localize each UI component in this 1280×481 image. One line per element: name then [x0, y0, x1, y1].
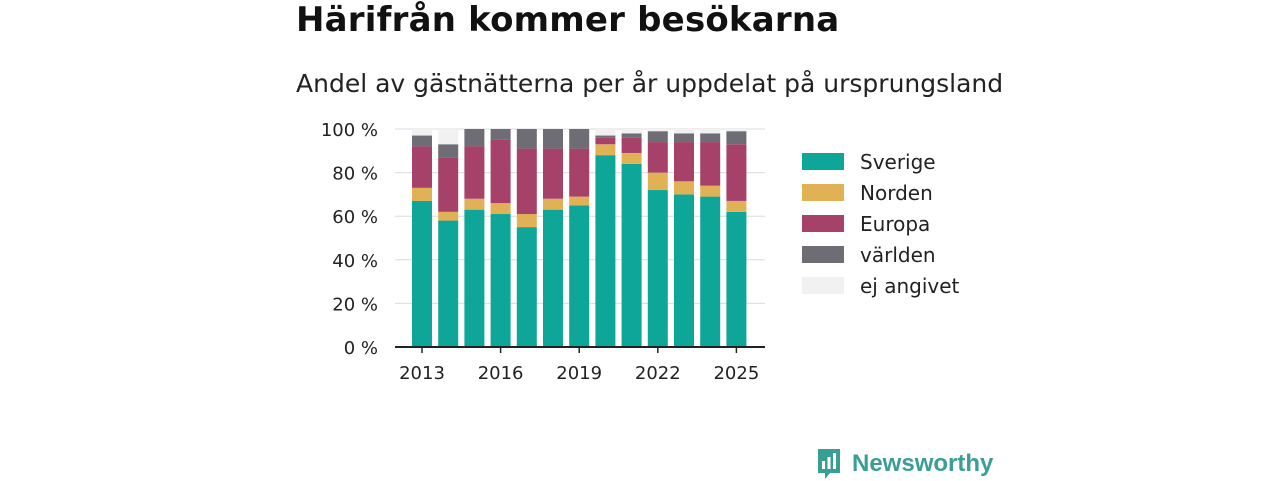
bar-segment-norden: [490, 203, 511, 215]
bar-segment-världen: [490, 129, 511, 140]
bar-segment-världen: [569, 129, 590, 149]
bar-segment-sverige: [595, 155, 616, 347]
x-tick-label: 2016: [478, 363, 524, 384]
bar-segment-ej-angivet: [674, 129, 694, 134]
y-tick-label: 20 %: [332, 294, 378, 315]
legend-item: Sverige: [802, 146, 959, 177]
legend-swatch: [802, 153, 844, 170]
bar-segment-ej-angivet: [726, 129, 747, 132]
legend-item: världen: [802, 239, 959, 270]
bar-segment-sverige: [621, 163, 642, 347]
bar-segment-ej-angivet: [412, 129, 432, 136]
bar-segment-ej-angivet: [621, 129, 642, 134]
bar-segment-europa: [621, 137, 642, 153]
chart-title: Härifrån kommer besökarna: [296, 0, 840, 40]
x-tick-label: 2022: [635, 363, 681, 384]
bar-segment-norden: [543, 198, 563, 210]
bar-segment-norden: [412, 187, 432, 201]
bar-segment-sverige: [490, 214, 511, 347]
bar-segment-europa: [412, 146, 432, 188]
bar-segment-ej-angivet: [700, 129, 721, 134]
y-tick-label: 80 %: [332, 164, 378, 185]
y-tick-label: 0 %: [344, 338, 378, 359]
legend-swatch: [802, 246, 844, 263]
legend-label: Europa: [860, 211, 931, 236]
bar-segment-sverige: [700, 196, 721, 347]
x-tick-label: 2019: [556, 363, 602, 384]
legend-label: Sverige: [860, 149, 936, 174]
bar-segment-norden: [726, 200, 747, 212]
legend-label: Norden: [860, 180, 933, 205]
bar-segment-världen: [700, 133, 721, 143]
legend-label: världen: [860, 242, 936, 267]
legend-item: Norden: [802, 177, 959, 208]
bar-segment-sverige: [412, 200, 432, 347]
legend-swatch: [802, 215, 844, 232]
bar-segment-europa: [647, 142, 668, 173]
bar-segment-världen: [595, 135, 616, 138]
bar-segment-europa: [543, 148, 563, 199]
chart-subtitle: Andel av gästnätterna per år uppdelat på…: [296, 69, 1004, 98]
bar-segment-sverige: [438, 220, 459, 347]
bar-segment-norden: [595, 144, 616, 156]
bar-segment-europa: [490, 139, 511, 204]
bar-segment-europa: [674, 142, 694, 182]
bar-segment-europa: [700, 142, 721, 186]
bar-segment-världen: [464, 129, 485, 147]
bar-segment-världen: [726, 131, 747, 145]
bar-segment-sverige: [674, 194, 694, 347]
bar-segment-världen: [621, 133, 642, 138]
y-tick-label: 100 %: [321, 120, 378, 141]
bar-segment-norden: [516, 214, 537, 228]
bar-segment-världen: [674, 133, 694, 143]
bar-segment-världen: [412, 135, 432, 147]
bar-segment-världen: [543, 129, 563, 149]
bar-segment-världen: [516, 129, 537, 149]
legend-item: Europa: [802, 208, 959, 239]
legend-swatch: [802, 184, 844, 201]
bar-segment-norden: [674, 181, 694, 195]
bar-segment-sverige: [647, 190, 668, 347]
legend-swatch: [802, 277, 844, 294]
x-tick-label: 2013: [399, 363, 445, 384]
legend-item: ej angivet: [802, 270, 959, 301]
brand-logo: Newsworthy: [816, 447, 993, 481]
bar-segment-ej-angivet: [647, 129, 668, 132]
y-tick-label: 60 %: [332, 207, 378, 228]
bar-segment-norden: [700, 185, 721, 197]
bar-segment-norden: [621, 152, 642, 164]
bar-segment-sverige: [464, 209, 485, 347]
bar-segment-europa: [595, 137, 616, 145]
legend: Sverige Norden Europa världen ej angivet: [802, 146, 959, 301]
bar-segment-sverige: [516, 227, 537, 347]
bar-segment-ej-angivet: [595, 129, 616, 136]
bar-segment-norden: [569, 196, 590, 206]
bar-segment-norden: [464, 198, 485, 210]
bar-segment-sverige: [569, 205, 590, 347]
bar-segment-europa: [438, 157, 459, 212]
brand-name: Newsworthy: [852, 450, 994, 477]
bar-segment-världen: [438, 144, 459, 158]
legend-label: ej angivet: [860, 273, 960, 298]
bar-segment-sverige: [543, 209, 563, 347]
bar-segment-europa: [516, 148, 537, 215]
bar-segment-europa: [726, 144, 747, 201]
bar-segment-norden: [438, 211, 459, 221]
bar-segment-världen: [647, 131, 668, 143]
x-tick-label: 2025: [713, 363, 759, 384]
bar-segment-ej-angivet: [438, 129, 459, 145]
bar-segment-norden: [647, 172, 668, 191]
bar-segment-europa: [569, 148, 590, 197]
bar-chart-icon: [818, 449, 840, 479]
y-tick-label: 40 %: [332, 251, 378, 272]
bar-segment-sverige: [726, 211, 747, 347]
bar-segment-europa: [464, 146, 485, 199]
